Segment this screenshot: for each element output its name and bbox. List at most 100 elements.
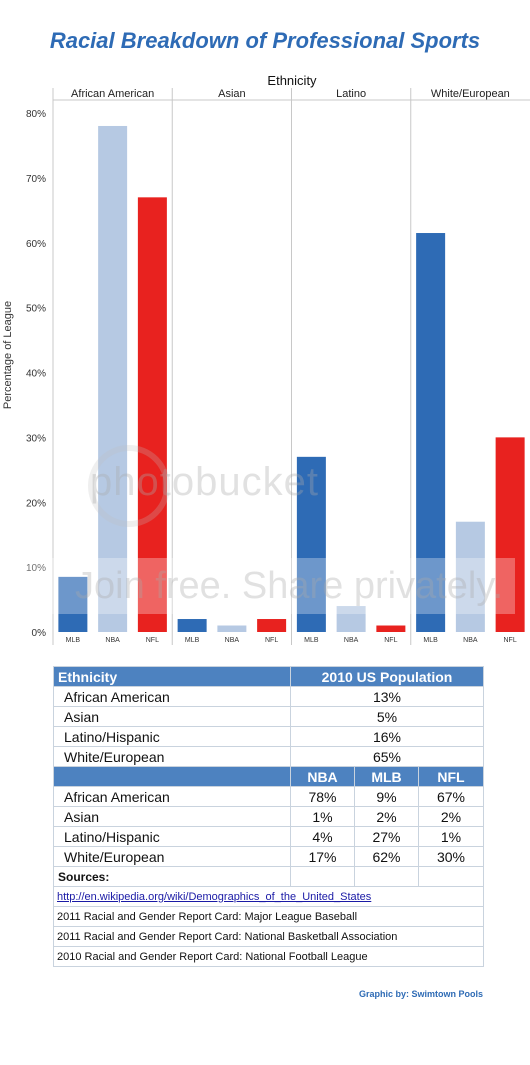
table-header-row: NBA MLB NFL xyxy=(53,766,484,787)
table-cell: 2% xyxy=(354,806,419,827)
watermark-tagline: Join free. Share privately. xyxy=(75,565,504,607)
table-header-row: Ethnicity 2010 US Population xyxy=(53,666,484,687)
x-tick-label: NBA xyxy=(105,637,120,644)
group-label: Asian xyxy=(218,88,246,100)
table-header-cell: 2010 US Population xyxy=(290,666,484,687)
table-cell: 13% xyxy=(290,686,484,707)
sources-row: 2011 Racial and Gender Report Card: Majo… xyxy=(53,906,484,927)
table-cell xyxy=(354,866,419,887)
group-label: African American xyxy=(71,88,154,100)
y-tick-label: 70% xyxy=(26,174,46,185)
table-cell: African American xyxy=(53,686,291,707)
table-header-cell: NFL xyxy=(418,766,484,787)
x-tick-label: MLB xyxy=(66,637,81,644)
table-cell xyxy=(290,866,355,887)
table-cell: African American xyxy=(53,786,291,807)
bar xyxy=(217,625,247,632)
y-tick-label: 0% xyxy=(32,628,47,639)
x-tick-label: NBA xyxy=(463,637,478,644)
sources-header-row: Sources: xyxy=(53,866,484,887)
table-cell: 4% xyxy=(290,826,355,847)
table-row: Asian 1% 2% 2% xyxy=(53,806,484,827)
x-tick-label: NFL xyxy=(265,637,278,644)
bar xyxy=(257,619,287,632)
watermark-logo-text: photobucket xyxy=(90,460,319,504)
sources-row: 2011 Racial and Gender Report Card: Nati… xyxy=(53,926,484,947)
table-row: White/European 17% 62% 30% xyxy=(53,846,484,867)
table-cell: 27% xyxy=(354,826,419,847)
table-cell: White/European xyxy=(53,746,291,767)
table-header-cell: Ethnicity xyxy=(53,666,291,687)
bar xyxy=(137,197,167,632)
bar xyxy=(495,437,525,632)
x-tick-label: MLB xyxy=(423,637,438,644)
table-cell: 67% xyxy=(418,786,484,807)
table-cell: 65% xyxy=(290,746,484,767)
chart-title: Racial Breakdown of Professional Sports xyxy=(49,28,481,53)
table-cell: 5% xyxy=(290,706,484,727)
x-tick-label: NFL xyxy=(384,637,397,644)
table-cell: Asian xyxy=(53,806,291,827)
group-label: Latino xyxy=(336,88,366,100)
bar xyxy=(336,606,366,632)
table-cell: 1% xyxy=(290,806,355,827)
table-header-cell: MLB xyxy=(354,766,419,787)
watermark-band xyxy=(10,558,515,614)
table-cell: 16% xyxy=(290,726,484,747)
sources-row: http://en.wikipedia.org/wiki/Demographic… xyxy=(53,886,484,907)
bar-chart: Ethnicity African American MLB NBA NFL Asian M… xyxy=(2,73,530,645)
table-cell: 78% xyxy=(290,786,355,807)
table-cell: 17% xyxy=(290,846,355,867)
y-tick-label: 10% xyxy=(26,563,46,574)
x-tick-label: NBA xyxy=(344,637,359,644)
x-tick-label: NFL xyxy=(146,637,159,644)
table-header-cell: NBA xyxy=(290,766,355,787)
group-label: White/European xyxy=(431,88,510,100)
table-cell: White/European xyxy=(53,846,291,867)
y-tick-label: 60% xyxy=(26,239,46,250)
sources-row: 2010 Racial and Gender Report Card: Nati… xyxy=(53,946,484,967)
sources-table: Sources: http://en.wikipedia.org/wiki/De… xyxy=(53,866,484,967)
bar xyxy=(98,125,128,632)
table-cell: 2% xyxy=(418,806,484,827)
y-tick-label: 40% xyxy=(26,369,46,380)
x-tick-label: MLB xyxy=(185,637,200,644)
population-table: Ethnicity 2010 US Population African Ame… xyxy=(53,666,484,767)
bar xyxy=(455,521,485,632)
y-axis-label: Percentage of League xyxy=(2,301,14,409)
table-row: Latino/Hispanic 16% xyxy=(53,726,484,747)
bar xyxy=(296,456,326,632)
chart-header: Ethnicity xyxy=(267,73,317,88)
sources-label: Sources: xyxy=(53,866,291,887)
table-header-cell xyxy=(53,766,291,787)
x-tick-label: MLB xyxy=(304,637,319,644)
x-tick-label: NBA xyxy=(225,637,240,644)
table-cell: 1% xyxy=(418,826,484,847)
credit-text: Graphic by: Swimtown Pools xyxy=(358,989,483,999)
source-item: 2010 Racial and Gender Report Card: Nati… xyxy=(53,946,484,967)
table-cell: 9% xyxy=(354,786,419,807)
table-cell: Latino/Hispanic xyxy=(53,826,291,847)
x-tick-label: NFL xyxy=(504,637,517,644)
table-row: White/European 65% xyxy=(53,746,484,767)
table-cell: 30% xyxy=(418,846,484,867)
table-cell: Latino/Hispanic xyxy=(53,726,291,747)
bar xyxy=(177,619,207,632)
table-cell: Asian xyxy=(53,706,291,727)
table-cell: 62% xyxy=(354,846,419,867)
watermark-logo-icon xyxy=(88,445,170,527)
source-item: 2011 Racial and Gender Report Card: Nati… xyxy=(53,926,484,947)
source-item: 2011 Racial and Gender Report Card: Majo… xyxy=(53,906,484,927)
table-row: Asian 5% xyxy=(53,706,484,727)
table-row: Latino/Hispanic 4% 27% 1% xyxy=(53,826,484,847)
y-tick-label: 80% xyxy=(26,109,46,120)
table-row: African American 13% xyxy=(53,686,484,707)
table-row: African American 78% 9% 67% xyxy=(53,786,484,807)
y-tick-label: 30% xyxy=(26,433,46,444)
y-tick-label: 50% xyxy=(26,304,46,315)
bar xyxy=(416,233,446,633)
source-link[interactable]: http://en.wikipedia.org/wiki/Demographic… xyxy=(53,886,484,907)
table-cell xyxy=(418,866,484,887)
y-tick-label: 20% xyxy=(26,498,46,509)
bar xyxy=(376,625,406,632)
